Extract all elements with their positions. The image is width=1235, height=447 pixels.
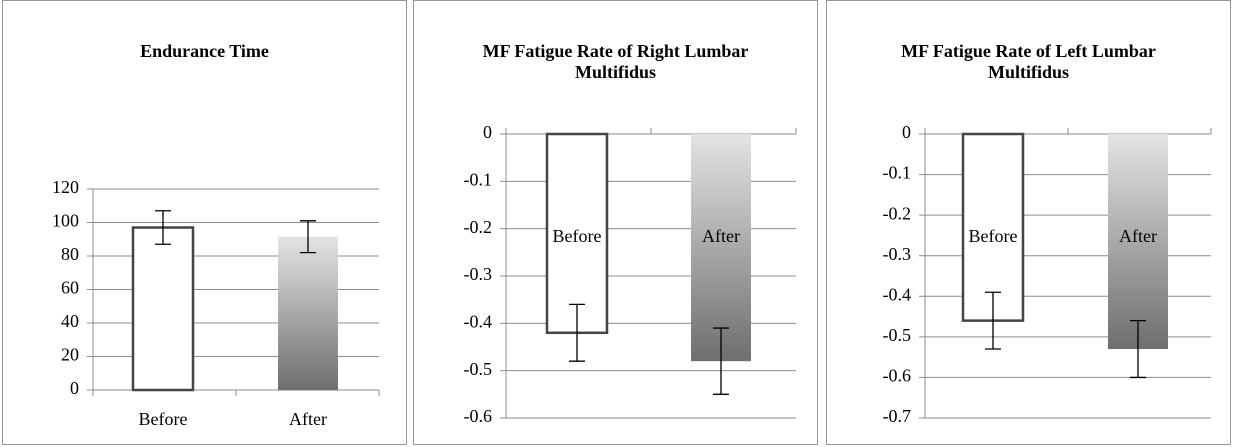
bar	[545, 132, 609, 335]
y-tick-label: -0.3	[883, 244, 912, 264]
bar	[691, 134, 751, 362]
y-tick-label: -0.4	[464, 311, 493, 331]
error-bar	[1130, 319, 1146, 379]
y-tick-label: 120	[52, 177, 79, 197]
chart: 0 20 40 60 80 100 120 Before After	[52, 177, 380, 429]
error-bar	[300, 220, 316, 254]
chart-title: MF Fatigue Rate of Left Lumbar Multifidu…	[901, 41, 1156, 82]
y-tick-label: -0.5	[883, 325, 912, 345]
y-tick-label: 80	[61, 244, 79, 264]
y-tick-label: -0.6	[883, 366, 912, 386]
y-tick-label: 40	[61, 311, 79, 331]
x-tick-label: After	[702, 226, 740, 246]
y-tick-label: -0.1	[883, 163, 912, 183]
bar	[1108, 134, 1168, 350]
y-tick-label: 100	[52, 211, 79, 231]
x-tick-label: Before	[139, 409, 188, 429]
chart-panel: 0 20 40 60 80 100 120 Before After Endurance Time	[2, 0, 407, 445]
y-tick-label: -0.2	[464, 217, 493, 237]
error-bar	[155, 210, 171, 245]
chart-panel: 0 -0.1 -0.2 -0.3 -0.4 -0.5 -0.6 -0.7 Before After…	[826, 0, 1231, 445]
y-tick-label: -0.1	[464, 169, 493, 189]
y-tick-label: -0.4	[883, 284, 912, 304]
x-tick-label: Before	[969, 226, 1018, 246]
error-bar	[713, 327, 729, 395]
y-tick-label: -0.6	[464, 406, 493, 426]
y-tick-label: -0.7	[883, 406, 912, 426]
y-tick-label: 0	[70, 378, 79, 398]
y-tick-label: 60	[61, 278, 79, 298]
y-tick-label: -0.3	[464, 264, 493, 284]
y-tick-label: -0.2	[883, 203, 912, 223]
chart-title: Endurance Time	[140, 41, 269, 61]
x-tick-label: After	[1119, 226, 1157, 246]
bar	[278, 236, 338, 390]
chart-title: MF Fatigue Rate of Right Lumbar Multifid…	[482, 41, 749, 82]
error-bar	[985, 291, 1001, 350]
chart: 0 -0.1 -0.2 -0.3 -0.4 -0.5 -0.6 Before After	[464, 122, 797, 426]
chart-panel: 0 -0.1 -0.2 -0.3 -0.4 -0.5 -0.6 Before After MF F…	[413, 0, 818, 445]
y-tick-label: 0	[483, 122, 492, 142]
error-bar	[569, 303, 585, 362]
x-tick-label: After	[289, 409, 327, 429]
x-tick-label: Before	[553, 226, 602, 246]
y-tick-label: 20	[61, 345, 79, 365]
y-tick-label: -0.5	[464, 359, 493, 379]
y-tick-label: 0	[902, 122, 911, 142]
bar	[131, 226, 195, 392]
chart: 0 -0.1 -0.2 -0.3 -0.4 -0.5 -0.6 -0.7 Before After	[883, 122, 1212, 426]
